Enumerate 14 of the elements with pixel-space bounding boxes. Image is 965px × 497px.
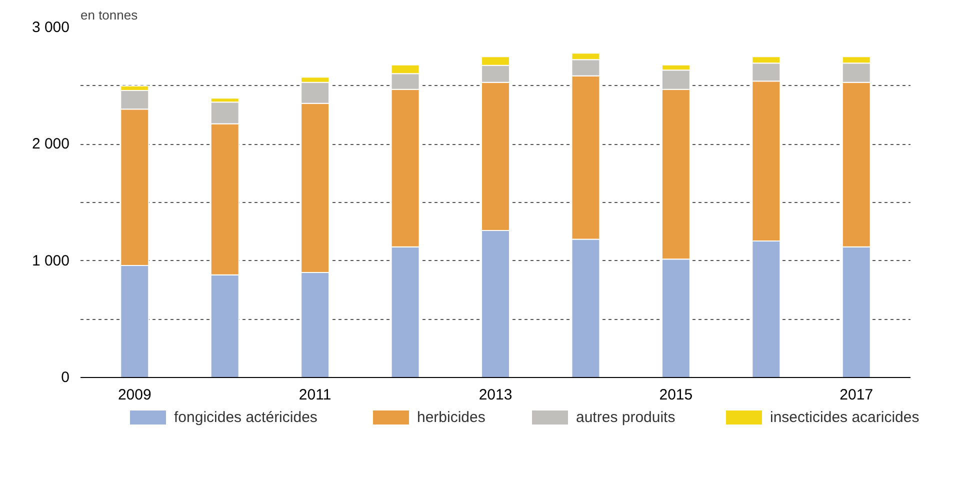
y-axis-title: en tonnes — [80, 8, 138, 22]
x-tick-label: 2011 — [298, 386, 332, 404]
y-tick-label: 2 000 — [32, 136, 70, 153]
y-tick-label: 1 000 — [32, 252, 70, 270]
x-tick-label: 2013 — [478, 386, 512, 404]
y-tick-label: 0 — [61, 369, 70, 386]
legend-label: fongicides actéricides — [174, 409, 318, 426]
legend-label: insecticides acaricides — [770, 409, 920, 426]
x-tick-label: 2017 — [840, 386, 874, 404]
x-tick-label: 2015 — [659, 386, 693, 404]
y-tick-label: 3 000 — [32, 19, 70, 36]
x-tick-label: 2009 — [118, 386, 152, 404]
legend-label: herbicides — [417, 409, 486, 426]
legend-label: autres produits — [576, 409, 676, 426]
